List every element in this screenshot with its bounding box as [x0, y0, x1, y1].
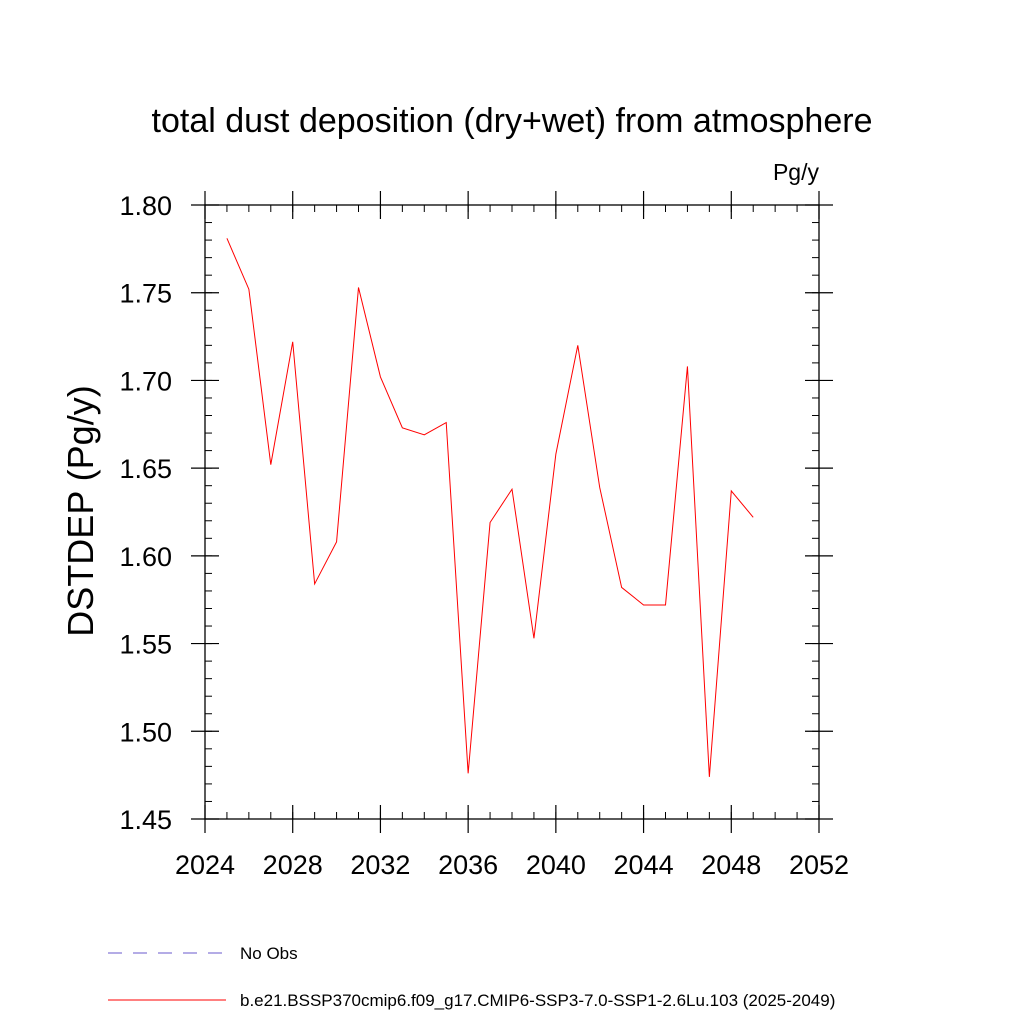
legend-label-no-obs: No Obs: [240, 944, 298, 963]
chart-title: total dust deposition (dry+wet) from atm…: [152, 102, 873, 140]
series-line: [226, 238, 754, 777]
plot-frame: [204, 204, 820, 820]
units-label: Pg/y: [773, 159, 820, 185]
x-tick-label: 2044: [614, 850, 674, 880]
y-tick-label: 1.50: [119, 717, 172, 747]
major-ticks: [191, 191, 833, 833]
y-tick-label: 1.70: [119, 366, 172, 396]
legend: No Obs b.e21.BSSP370cmip6.f09_g17.CMIP6-…: [108, 944, 835, 1010]
x-tick-label: 2028: [263, 850, 323, 880]
x-tick-label: 2036: [438, 850, 498, 880]
x-tick-label: 2024: [175, 850, 235, 880]
x-tick-label: 2032: [350, 850, 410, 880]
minor-ticks: [204, 204, 820, 820]
x-tick-labels: 2024 2028 2032 2036 2040 2044 2048 2052: [175, 850, 849, 880]
y-tick-label: 1.65: [119, 454, 172, 484]
y-tick-label: 1.60: [119, 542, 172, 572]
x-tick-label: 2052: [789, 850, 849, 880]
y-axis-label: DSTDEP (Pg/y): [60, 385, 101, 636]
x-tick-label: 2048: [701, 850, 761, 880]
y-tick-labels: 1.80 1.75 1.70 1.65 1.60 1.55 1.50 1.45: [119, 191, 172, 835]
y-tick-label: 1.45: [119, 805, 172, 835]
series-layer: [226, 238, 754, 777]
legend-label-series: b.e21.BSSP370cmip6.f09_g17.CMIP6-SSP3-7.…: [240, 991, 835, 1010]
y-tick-label: 1.80: [119, 191, 172, 221]
y-tick-label: 1.75: [119, 279, 172, 309]
x-tick-label: 2040: [526, 850, 586, 880]
y-tick-label: 1.55: [119, 630, 172, 660]
